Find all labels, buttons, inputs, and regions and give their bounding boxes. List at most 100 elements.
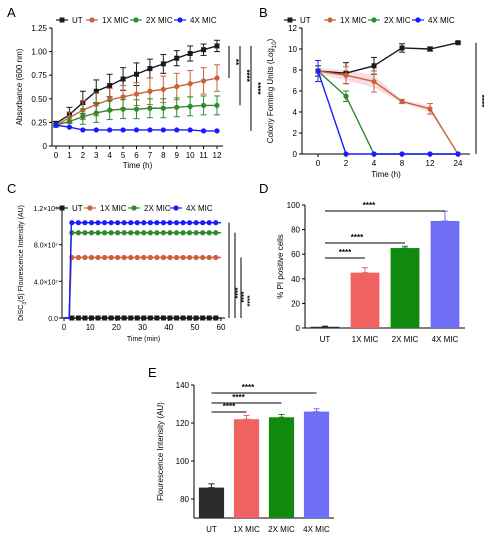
panel-c-point	[101, 230, 108, 236]
panel-a-point	[120, 106, 126, 112]
panel-c-point	[180, 254, 186, 261]
panel-a-legend-label: 2X MIC	[146, 16, 173, 25]
panel-c-ytick-label: 4.0×10⁷	[34, 279, 59, 286]
panel-e-ylabel: Flourescence Intensity (AU)	[156, 402, 165, 501]
panel-c-point	[75, 315, 81, 321]
panel-b-ytick-label: 2	[293, 129, 298, 138]
panel-a-point	[93, 110, 99, 116]
panel-c-point	[147, 220, 153, 226]
panel-a-point	[107, 83, 113, 89]
panel-c-point	[75, 220, 81, 226]
panel-a-xtick-label: 6	[134, 151, 139, 160]
panel-a-xtick-label: 11	[199, 151, 208, 160]
panel-b-point	[315, 68, 321, 74]
panel-b-point	[399, 98, 405, 105]
panel-c-point	[167, 315, 173, 321]
panel-d-ytick-label: 40	[291, 275, 300, 284]
panel-c-point	[200, 220, 206, 226]
panel-c-legend-marker	[173, 205, 179, 211]
panel-c-legend-marker	[87, 205, 93, 211]
panel-a-legend-label: 4X MIC	[190, 16, 217, 25]
panel-b-xtick-label: 2	[344, 159, 349, 168]
panel-c-point	[82, 254, 88, 261]
panel-c-xtick-label: 60	[217, 323, 226, 332]
panel-c-point	[88, 220, 95, 226]
panel-c-point	[154, 315, 160, 321]
panel-c-letter: C	[7, 181, 16, 196]
panel-c-point	[95, 220, 101, 226]
panel-c-legend-label: 4X MIC	[186, 204, 213, 213]
panel-a-point	[200, 78, 207, 84]
panel-a-xtick-label: 0	[54, 151, 59, 160]
panel-a-legend-marker	[133, 17, 139, 23]
panel-c-xtick-label: 50	[190, 323, 199, 332]
panel-a-point	[133, 91, 140, 97]
panel-c-point	[173, 254, 180, 261]
panel-a-xtick-label: 7	[148, 151, 153, 160]
panel-c-point	[69, 315, 75, 321]
panel-a-point	[93, 88, 99, 94]
panel-e-bar	[268, 417, 295, 518]
panel-c-point	[82, 220, 88, 226]
panel-d-bar	[390, 248, 420, 328]
panel-a-legend-marker	[177, 17, 183, 23]
panel-a-legend-label: UT	[72, 16, 83, 25]
panel-c-xtick-label: 10	[86, 323, 95, 332]
panel-a-xtick-label: 1	[67, 151, 72, 160]
panel-c-point	[108, 254, 114, 261]
panel-d-ytick-label: 60	[291, 250, 300, 259]
panel-c-point	[173, 220, 180, 226]
panel-c-legend-marker	[59, 205, 65, 211]
panel-a-xtick-label: 8	[161, 151, 166, 160]
panel-d-ylabel: % PI positive cells	[276, 234, 285, 298]
panel-c-point	[167, 254, 173, 261]
panel-a-point	[200, 128, 207, 134]
panel-c-point	[187, 230, 193, 236]
panel-c-point	[95, 254, 101, 261]
panel-c-point	[82, 315, 88, 321]
panel-d-ytick-label: 0	[296, 324, 301, 333]
panel-a-point	[174, 83, 180, 90]
panel-a-point	[214, 102, 220, 109]
panel-c-point	[213, 315, 219, 321]
panel-b-series-line	[317, 70, 458, 155]
panel-c-ytick-label: 8.0×10⁷	[34, 243, 59, 250]
panel-a-point	[93, 127, 99, 133]
panel-b-point	[399, 151, 405, 157]
panel-c-legend-label: 1X MIC	[100, 204, 127, 213]
panel-c-point	[193, 230, 199, 236]
panel-a-point	[160, 61, 166, 67]
panel-c-point	[95, 315, 101, 321]
panel-e-ytick-label: 140	[176, 381, 190, 390]
panel-c-point	[200, 254, 206, 261]
panel-e-bar	[198, 487, 225, 518]
panel-a-xtick-label: 12	[213, 151, 222, 160]
panel-a-point	[147, 66, 153, 72]
panel-c-point	[128, 230, 134, 236]
panel-a-point	[134, 71, 139, 77]
panel-b-point	[371, 78, 377, 85]
panel-c-point	[134, 220, 140, 226]
panel-b-ytick-label: 8	[293, 66, 298, 75]
panel-c-point	[128, 254, 134, 261]
panel-a-xlabel: Time (h)	[123, 161, 153, 170]
panel-c-point	[147, 254, 153, 261]
panel-b-series-line	[317, 70, 459, 155]
panel-a-point	[200, 102, 207, 109]
panel-b-xtick-label: 24	[454, 159, 463, 168]
panel-a-point	[133, 106, 140, 112]
panel-b-xtick-label: 0	[316, 159, 321, 168]
panel-c-point	[69, 220, 75, 226]
panel-c-point	[160, 230, 167, 236]
panel-c-point	[173, 230, 180, 236]
panel-c-point	[187, 315, 193, 321]
panel-a-xtick-label: 9	[175, 151, 180, 160]
panel-c-point	[213, 220, 219, 226]
panel-a-point	[147, 127, 153, 133]
panel-c-series-line	[64, 256, 221, 319]
panel-a-legend-marker	[89, 17, 95, 23]
panel-b-ytick-label: 0	[293, 150, 298, 159]
panel-a-point	[120, 127, 126, 133]
panel-c-point	[167, 230, 173, 236]
panel-c-xlabel: Time (min)	[127, 336, 160, 343]
